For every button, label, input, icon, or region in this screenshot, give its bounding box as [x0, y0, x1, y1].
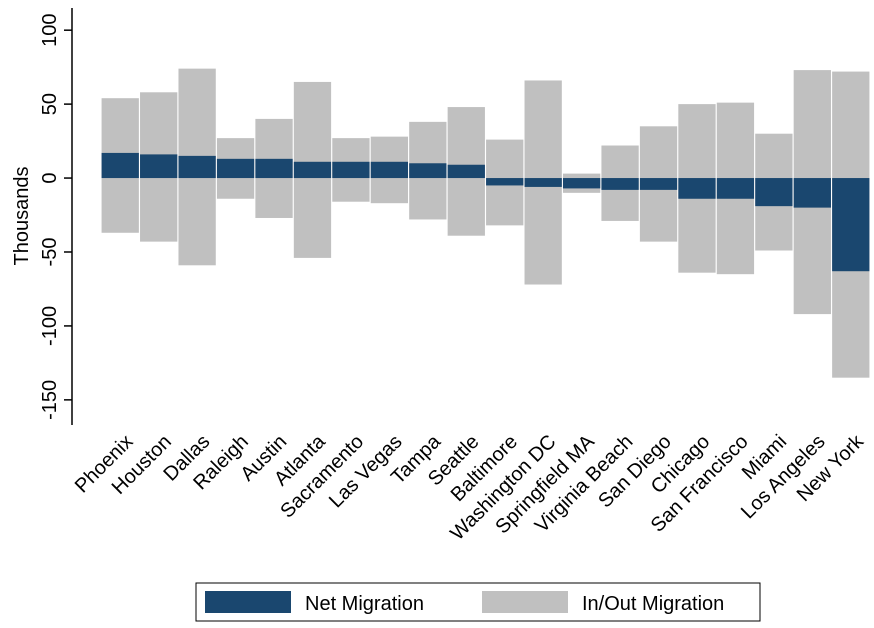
legend [195, 582, 761, 622]
y-tick-label: 100 [39, 13, 61, 46]
net-bar [601, 178, 639, 190]
legend-label: In/Out Migration [582, 593, 724, 615]
net-bar [293, 161, 332, 179]
net-bar [370, 161, 409, 179]
net-bar [793, 178, 831, 208]
net-bar [101, 152, 139, 179]
net-bar [755, 178, 793, 207]
y-tick-label: -100 [39, 306, 61, 346]
net-bar [216, 158, 255, 179]
y-axis-title: Thousands [11, 167, 33, 266]
net-bar [178, 155, 216, 179]
net-bar [140, 154, 178, 179]
net-bar [832, 178, 870, 272]
y-tick-label: -50 [39, 238, 61, 267]
net-bar [678, 178, 716, 199]
legend-swatch [205, 591, 291, 613]
net-bar [486, 178, 524, 186]
net-bar [524, 178, 562, 187]
net-bar [562, 178, 601, 189]
net-bar [716, 178, 755, 199]
net-bar [332, 161, 370, 179]
y-tick-label: 0 [39, 172, 61, 183]
net-bar [409, 163, 447, 179]
y-tick-label: 50 [39, 93, 61, 115]
legend-label: Net Migration [305, 593, 424, 615]
net-bar [639, 178, 678, 190]
legend-swatch [482, 591, 568, 613]
net-bar [447, 164, 485, 179]
net-bar [255, 158, 293, 179]
y-tick-label: -150 [39, 380, 61, 420]
